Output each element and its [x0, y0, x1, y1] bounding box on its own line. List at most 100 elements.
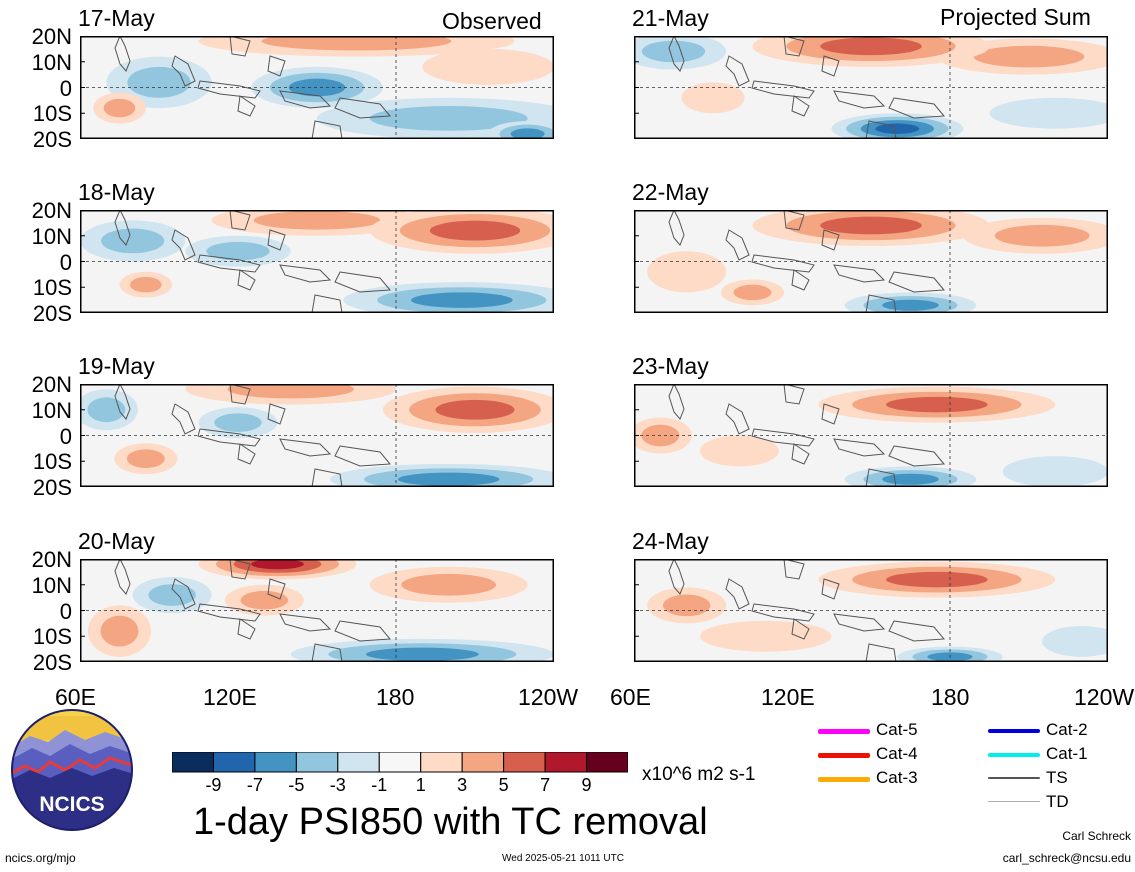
lon-tick-60e-left: 60E	[55, 684, 96, 710]
coastline	[114, 210, 131, 246]
anomaly-contour	[886, 571, 988, 588]
coastline	[751, 254, 815, 273]
anomaly-contour	[101, 228, 165, 254]
anomaly-contour	[397, 472, 500, 486]
legend-line	[988, 777, 1040, 779]
panel-date-label: 18-May	[78, 179, 155, 205]
footer-timestamp: Wed 2025-05-21 1011 UTC	[502, 853, 624, 864]
anomaly-contour	[641, 40, 706, 63]
coastline	[229, 36, 251, 57]
colorbar-label: 3	[457, 775, 468, 795]
colorbar-label: -9	[205, 775, 222, 795]
coastline	[267, 55, 286, 77]
coastline	[821, 55, 840, 77]
legend-line	[818, 753, 870, 758]
anomaly-contour	[882, 473, 939, 485]
anomaly-contour	[369, 106, 528, 131]
lon-tick-120e-left: 120E	[203, 684, 257, 710]
units-label: x10^6 m2 s-1	[642, 764, 756, 785]
coastline	[279, 613, 332, 632]
coastline	[821, 578, 840, 600]
colorbar-swatch	[254, 752, 297, 773]
anomaly-contour	[214, 413, 262, 432]
coastline	[237, 269, 256, 291]
lat-tick-label: 0	[59, 423, 72, 449]
anomaly-contour	[206, 241, 270, 261]
legend-label: Cat-3	[876, 768, 918, 787]
lon-tick-120w-right: 120W	[1074, 684, 1135, 710]
lat-tick-label: 10N	[31, 49, 72, 75]
lat-tick-label: 10S	[32, 275, 72, 301]
coastline	[791, 269, 810, 291]
coastline	[279, 90, 332, 109]
lat-tick-label: 10S	[32, 449, 72, 475]
colorbar	[172, 752, 628, 773]
anomaly-contour	[882, 299, 939, 311]
logo-text: NCICS	[39, 793, 104, 816]
coastline	[197, 603, 261, 622]
lat-tick-label: 0	[59, 249, 72, 275]
coastline	[237, 618, 256, 640]
coastline	[668, 559, 685, 595]
map-panel	[80, 559, 554, 662]
coastline	[311, 294, 343, 313]
anomaly-contour	[411, 292, 513, 308]
lat-tick-label: 10N	[31, 223, 72, 249]
coastline	[334, 445, 392, 467]
coastline	[229, 384, 251, 405]
coastline	[751, 80, 815, 99]
colorbar-label: -3	[329, 775, 346, 795]
anomaly-contour	[240, 590, 289, 610]
coastline	[791, 443, 810, 465]
coastline	[751, 603, 815, 622]
anomaly-contour	[365, 647, 479, 661]
coastline	[821, 229, 840, 251]
coastline	[237, 95, 256, 117]
anomaly-contour	[733, 284, 772, 301]
anomaly-contour	[886, 396, 988, 413]
anomaly-contour	[699, 620, 832, 652]
anomaly-contour	[100, 615, 139, 647]
coastline	[833, 264, 886, 283]
anomaly-contour	[989, 97, 1108, 129]
coastline	[725, 229, 750, 261]
lon-tick-60e-right: 60E	[610, 684, 651, 710]
colorbar-swatch	[544, 752, 588, 773]
lat-tick-label: 10N	[31, 397, 72, 423]
anomaly-contour	[127, 66, 191, 98]
lat-tick-label: 20N	[31, 198, 72, 223]
lat-tick-label: 20S	[32, 127, 72, 152]
coastline	[237, 443, 256, 465]
anomaly-contour	[422, 48, 554, 85]
lon-tick-120w-left: 120W	[518, 684, 579, 710]
lat-tick-label: 0	[59, 598, 72, 624]
coastline	[865, 120, 897, 139]
legend-label: Cat-1	[1046, 744, 1088, 763]
legend-label: TS	[1046, 768, 1068, 787]
panel-date-label: 22-May	[632, 179, 709, 205]
footer-email[interactable]: carl_schreck@ncsu.edu	[1002, 851, 1131, 865]
colorbar-swatch	[378, 752, 422, 773]
panel-date-label: 24-May	[632, 528, 709, 554]
colorbar-label: -7	[246, 775, 263, 795]
coastline	[833, 438, 886, 457]
colorbar-label: 1	[415, 775, 426, 795]
lon-tick-180-right: 180	[931, 684, 970, 710]
coastline	[783, 384, 805, 405]
ncics-logo: NCICS	[11, 709, 133, 831]
panel-date-label: 17-May	[78, 5, 155, 31]
anomaly-contour	[820, 37, 922, 56]
colorbar-swatch	[586, 752, 628, 773]
lat-tick-label: 20S	[32, 650, 72, 675]
colorbar-swatch	[461, 752, 505, 773]
coastline	[888, 271, 946, 293]
map-panel	[634, 559, 1108, 662]
lat-tick-label: 10S	[32, 101, 72, 127]
map-panel	[80, 384, 554, 487]
footer-url[interactable]: ncics.org/mjo	[5, 851, 76, 865]
anomaly-contour	[1042, 625, 1108, 657]
anomaly-contour	[401, 573, 497, 596]
legend-label: Cat-2	[1046, 720, 1088, 739]
lon-tick-180-left: 180	[376, 684, 415, 710]
map-panel	[634, 210, 1108, 313]
